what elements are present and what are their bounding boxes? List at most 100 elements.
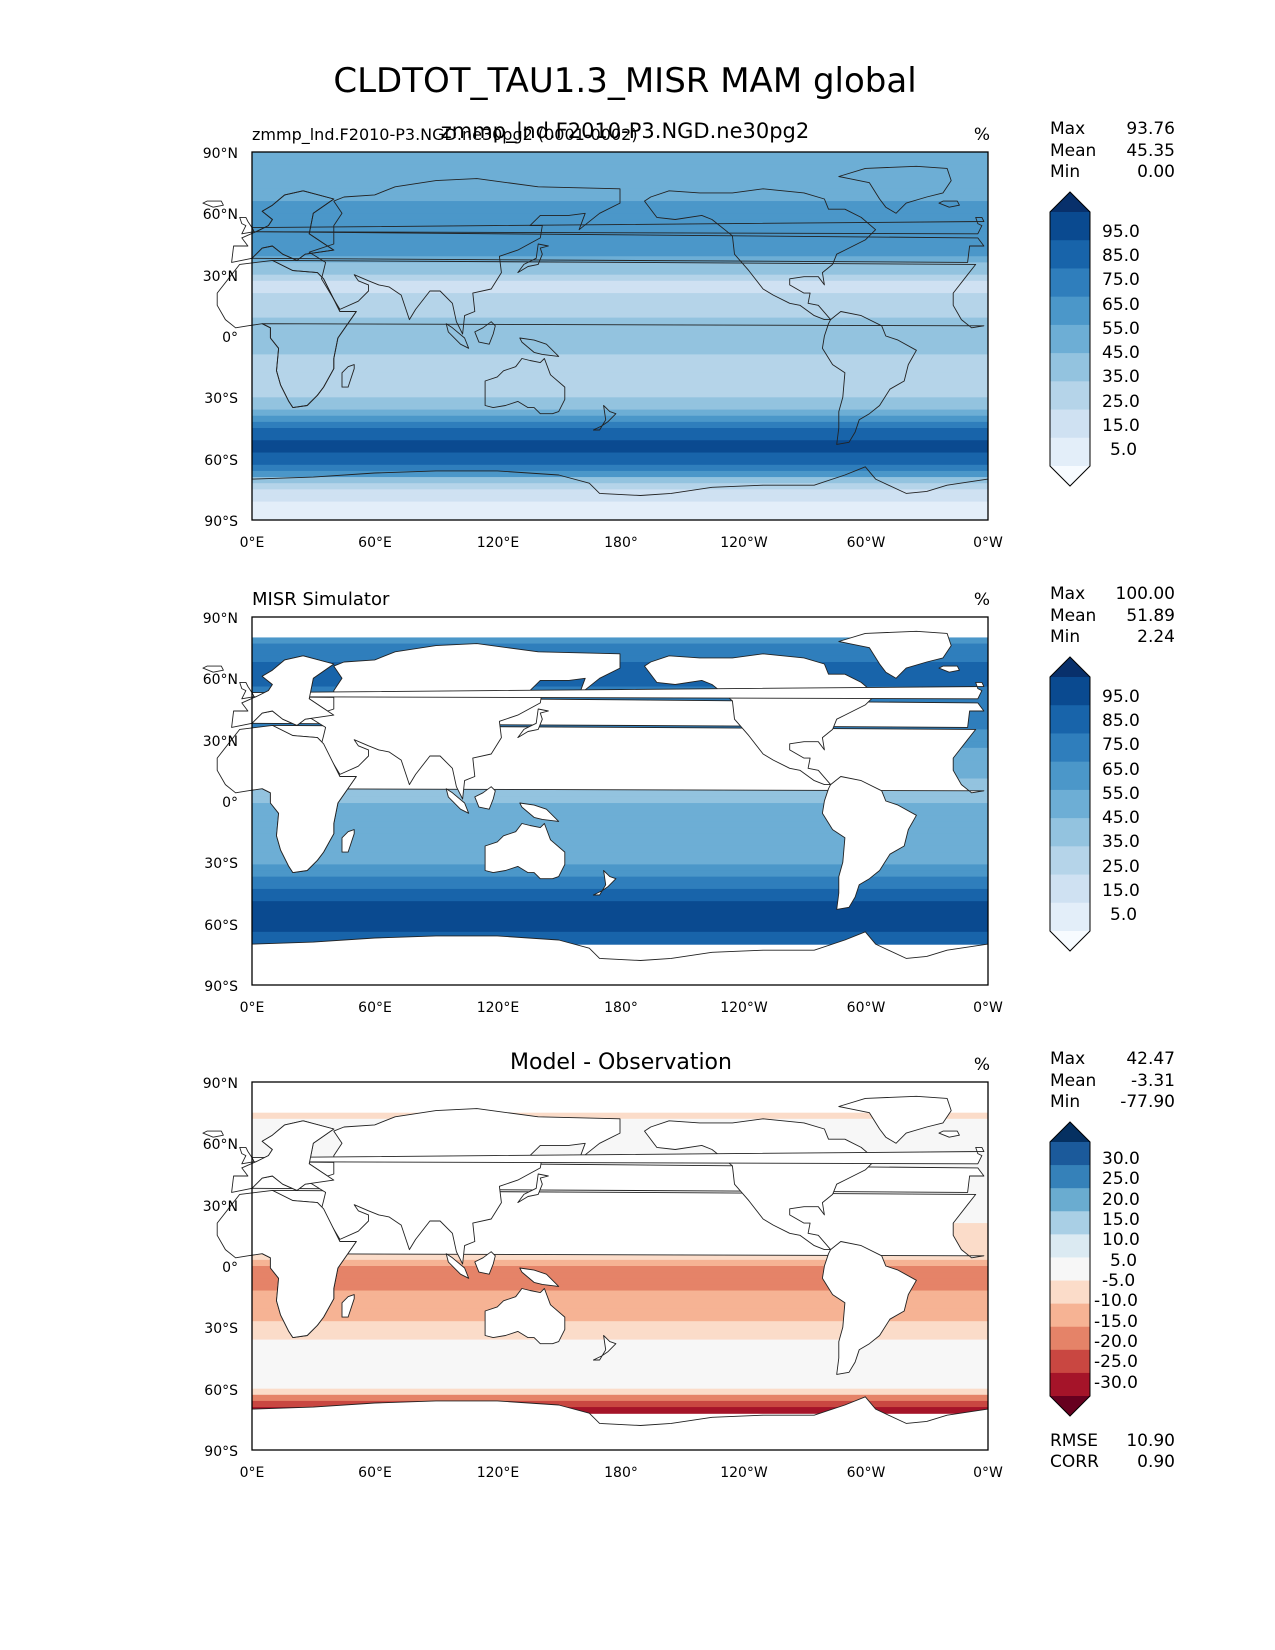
lon-tick-120e: 120°E bbox=[477, 535, 520, 551]
lat-tick-0: 0° bbox=[222, 1260, 238, 1276]
colorbar-label-85: 85.0 bbox=[1102, 246, 1140, 266]
colorbar-label-85: 85.0 bbox=[1102, 711, 1140, 731]
colorbar-label-10: 10.0 bbox=[1102, 1230, 1140, 1250]
field-band bbox=[252, 391, 988, 398]
field-band bbox=[252, 372, 988, 380]
field-band bbox=[252, 1407, 988, 1414]
panel-difference-center-title: Model - Observation bbox=[510, 1050, 732, 1075]
panel-difference-units: % bbox=[974, 1055, 990, 1075]
field-band bbox=[252, 1364, 988, 1371]
coastline-sumatra bbox=[445, 323, 470, 349]
panel-model-lat-axis: 90°N 60°N 30°N 0° 30°S 60°S 90°S bbox=[203, 146, 238, 530]
panel-difference-coastlines bbox=[202, 1095, 989, 1451]
coastline-europe-west bbox=[231, 190, 335, 263]
coastline-sumatra bbox=[445, 788, 470, 814]
colorbar-cell bbox=[1050, 705, 1090, 734]
field-band bbox=[252, 1400, 988, 1408]
colorbar-label-75: 75.0 bbox=[1102, 735, 1140, 755]
panel-model-left-title: zmmp_lnd.F2010-P3.NGD.ne30pg2 (0001-0002… bbox=[252, 125, 638, 145]
lat-tick-60s: 60°S bbox=[204, 453, 238, 469]
stat-min-value: 2.24 bbox=[1137, 627, 1175, 647]
panel-model-map bbox=[202, 151, 989, 521]
colorbar-label-15: 15.0 bbox=[1102, 881, 1140, 901]
field-band bbox=[252, 1345, 988, 1353]
colorbar-label-55: 55.0 bbox=[1102, 784, 1140, 804]
stat-max-label: Max bbox=[1050, 584, 1085, 604]
field-band bbox=[252, 637, 988, 645]
coastline-japan bbox=[517, 708, 549, 739]
coastline-greenland bbox=[838, 165, 952, 214]
panel-observation-map bbox=[202, 616, 989, 986]
field-band bbox=[252, 723, 988, 731]
field-band bbox=[252, 1382, 988, 1390]
panel-observation: MISR Simulator % 90°N 60°N 30°N 0° 30°S … bbox=[202, 584, 1175, 1016]
colorbar-cell bbox=[1050, 1372, 1090, 1397]
colorbar-cell bbox=[1050, 789, 1090, 819]
field-band bbox=[252, 643, 988, 651]
lat-tick-90s: 90°S bbox=[204, 1444, 238, 1460]
colorbar-label-25: 25.0 bbox=[1102, 857, 1140, 877]
field-band bbox=[252, 895, 988, 902]
panel-observation-stats: Max 100.00 Mean 51.89 Min 2.24 bbox=[1050, 584, 1175, 647]
field-band bbox=[252, 1388, 988, 1396]
field-band bbox=[252, 809, 988, 816]
coastline-samerica bbox=[821, 776, 917, 910]
field-band bbox=[252, 286, 988, 294]
colorbar-extend-max bbox=[1050, 657, 1090, 677]
coastline-africa-west bbox=[216, 259, 357, 409]
coastline-newguinea bbox=[519, 337, 560, 357]
field-band bbox=[252, 931, 988, 939]
colorbar-cell bbox=[1050, 212, 1090, 241]
colorbar-label-20: 20.0 bbox=[1102, 1190, 1140, 1210]
coastline-japan bbox=[517, 1173, 549, 1204]
lat-tick-90n: 90°N bbox=[203, 146, 238, 162]
colorbar-tick-labels: 30.0 25.0 20.0 15.0 10.0 5.0 -5.0 -10.0 … bbox=[1094, 1149, 1140, 1393]
coastline-namerica bbox=[644, 188, 877, 321]
lon-tick-120w: 120°W bbox=[720, 1000, 768, 1016]
field-band bbox=[252, 446, 988, 454]
field-band bbox=[252, 440, 988, 447]
coastline-antarctica bbox=[251, 1396, 989, 1451]
field-band bbox=[252, 858, 988, 865]
coastline-europe-west bbox=[231, 655, 335, 728]
colorbar-label-65: 65.0 bbox=[1102, 295, 1140, 315]
coastline-madagascar bbox=[341, 829, 355, 853]
panel-observation-colorbar: 95.0 85.0 75.0 65.0 55.0 45.0 35.0 25.0 … bbox=[1049, 656, 1140, 952]
coastline-australia bbox=[484, 1288, 566, 1345]
colorbar-label-neg10: -10.0 bbox=[1094, 1291, 1138, 1311]
field-band bbox=[252, 280, 988, 288]
panel-difference-map-frame bbox=[251, 1081, 989, 1451]
field-band bbox=[252, 1266, 988, 1273]
field-band bbox=[252, 1327, 988, 1335]
field-band bbox=[252, 649, 988, 657]
colorbar-cell bbox=[1050, 1188, 1090, 1212]
panel-observation-coastlines bbox=[202, 630, 989, 986]
lon-tick-60e: 60°E bbox=[358, 535, 392, 551]
lon-tick-120w: 120°W bbox=[720, 535, 768, 551]
stat-max-value: 100.00 bbox=[1116, 584, 1175, 604]
coastline-newzealand bbox=[592, 405, 617, 431]
field-band bbox=[252, 790, 988, 798]
coastline-newzealand bbox=[592, 870, 617, 896]
field-band bbox=[252, 1315, 988, 1322]
colorbar-cell bbox=[1050, 381, 1090, 411]
field-band bbox=[252, 839, 988, 847]
field-band bbox=[252, 213, 988, 221]
field-band bbox=[252, 152, 988, 159]
field-band bbox=[252, 237, 988, 245]
field-band bbox=[252, 1253, 988, 1261]
colorbar-tick-labels: 95.0 85.0 75.0 65.0 55.0 45.0 35.0 25.0 … bbox=[1102, 222, 1140, 460]
coastline-asia bbox=[308, 643, 621, 800]
field-band bbox=[252, 409, 988, 417]
lat-tick-60n: 60°N bbox=[203, 207, 238, 223]
colorbar-label-75: 75.0 bbox=[1102, 270, 1140, 290]
stat-mean-label: Mean bbox=[1050, 141, 1096, 161]
coastline-australia bbox=[484, 823, 566, 880]
field-band bbox=[252, 403, 988, 411]
stat-min-label: Min bbox=[1050, 162, 1080, 182]
field-band bbox=[252, 262, 988, 270]
lon-tick-180: 180° bbox=[604, 535, 638, 551]
field-band bbox=[252, 317, 988, 325]
coastline-borneo bbox=[474, 786, 496, 810]
